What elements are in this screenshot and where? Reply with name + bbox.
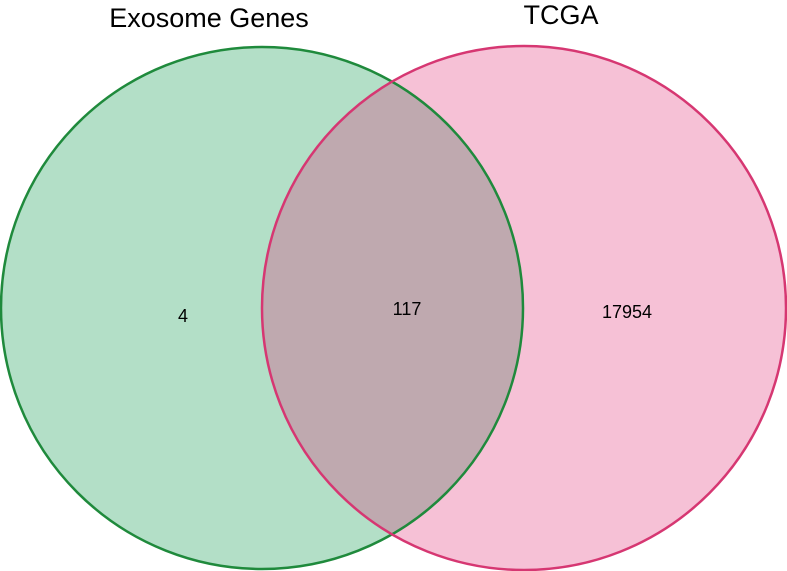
tcga-outline: [260, 44, 787, 571]
count-intersection: 117: [393, 299, 422, 319]
exosome-genes-title: Exosome Genes: [109, 3, 309, 33]
tcga-title: TCGA: [523, 0, 598, 30]
count-only-exosome-genes: 4: [178, 306, 188, 326]
count-only-tcga: 17954: [602, 302, 652, 322]
intersection-region: [262, 47, 523, 569]
exosome-genes-outline: [0, 45, 525, 571]
